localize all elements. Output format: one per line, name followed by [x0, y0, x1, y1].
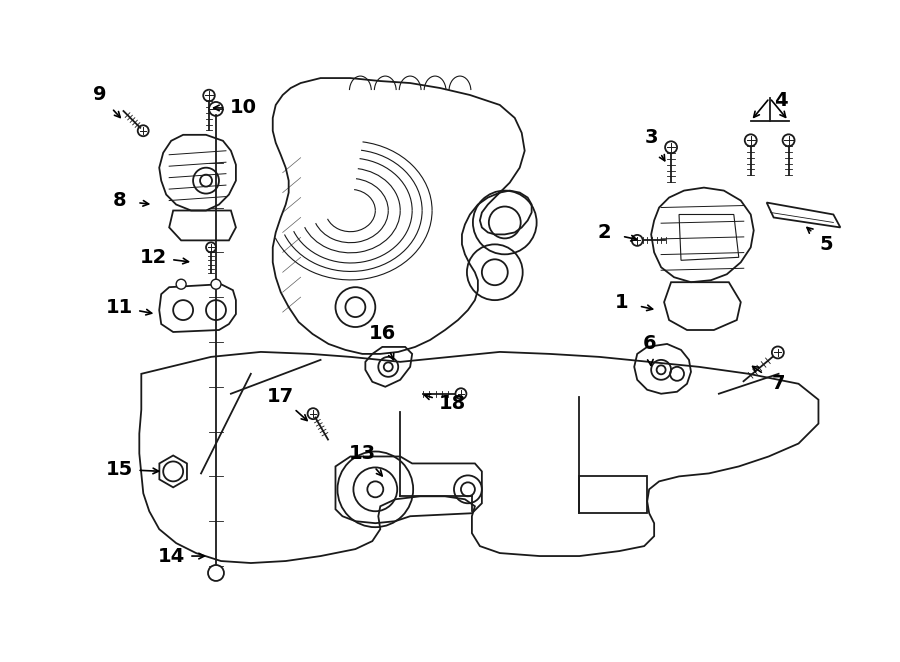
Text: 11: 11: [106, 298, 133, 316]
Circle shape: [138, 125, 148, 136]
Text: 13: 13: [349, 444, 376, 463]
Circle shape: [206, 242, 216, 252]
Text: 14: 14: [158, 547, 184, 565]
Circle shape: [209, 102, 223, 116]
Text: 7: 7: [772, 374, 786, 393]
Text: 1: 1: [615, 293, 628, 312]
Text: 17: 17: [267, 387, 294, 406]
Circle shape: [632, 235, 643, 246]
Circle shape: [203, 90, 215, 101]
Text: 4: 4: [774, 91, 788, 111]
Text: 2: 2: [598, 223, 611, 242]
Polygon shape: [159, 455, 187, 487]
Text: 18: 18: [438, 394, 465, 413]
Text: 10: 10: [230, 99, 256, 117]
Circle shape: [208, 565, 224, 581]
Circle shape: [745, 134, 757, 146]
Circle shape: [211, 279, 221, 289]
Circle shape: [176, 279, 186, 289]
Circle shape: [783, 134, 795, 146]
Circle shape: [665, 141, 677, 153]
Circle shape: [308, 408, 319, 419]
Text: 12: 12: [140, 248, 166, 267]
Text: 6: 6: [643, 334, 656, 354]
Text: 16: 16: [369, 324, 396, 344]
Text: 8: 8: [112, 191, 126, 210]
Text: 9: 9: [93, 85, 106, 105]
Circle shape: [772, 346, 784, 358]
Text: 5: 5: [820, 235, 833, 254]
Circle shape: [455, 388, 466, 399]
Text: 15: 15: [106, 460, 133, 479]
Text: 3: 3: [644, 128, 658, 148]
